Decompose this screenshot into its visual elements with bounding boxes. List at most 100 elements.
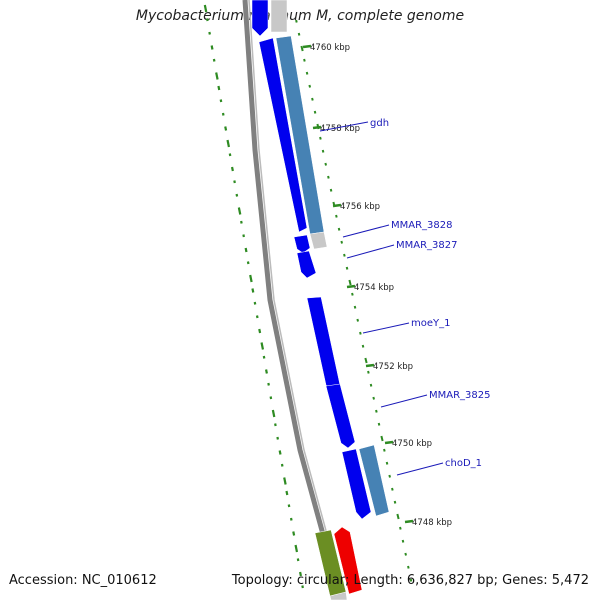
accession-text: Accession: NC_010612	[9, 573, 157, 588]
gc-skew-mark	[258, 328, 262, 334]
gc-content-mark	[303, 58, 306, 62]
gene-label: choD_1	[445, 458, 482, 469]
gc-content-mark	[348, 279, 352, 286]
gc-content-mark	[327, 175, 330, 179]
gc-content-mark	[369, 383, 373, 387]
gc-skew-mark	[249, 274, 253, 283]
gene-label-leader	[396, 462, 444, 476]
tick-mark	[384, 440, 394, 445]
gc-content-mark	[308, 84, 312, 88]
gc-content-mark	[364, 357, 368, 364]
gc-content-mark	[353, 305, 357, 309]
gc-skew-mark	[246, 261, 250, 265]
genome-stats-text: Topology: circular; Length: 6,636,827 bp…	[231, 573, 589, 588]
gc-content-mark	[372, 396, 375, 400]
gc-content-mark	[319, 136, 322, 140]
gc-skew-mark	[221, 112, 225, 116]
gc-skew-mark	[240, 220, 243, 224]
cds-reverse-arrow	[358, 444, 390, 517]
gc-content-mark	[393, 500, 397, 504]
gc-skew-mark	[233, 180, 236, 184]
gc-content-mark	[297, 32, 301, 36]
tick-label: 4752 kbp	[373, 362, 413, 372]
cds-forward-arrow	[296, 250, 317, 279]
gc-skew-mark	[208, 31, 211, 35]
gene-label-track: gdh MMAR_3828 MMAR_3827 moeY_1 MMAR_3825 choD…	[319, 118, 491, 476]
gc-content-mark	[313, 110, 317, 114]
cds-forward-arrow	[293, 234, 311, 254]
feature-track	[251, 0, 390, 600]
gc-content-mark	[377, 422, 381, 426]
cds-forward-arrow	[325, 383, 356, 449]
gc-skew-mark	[215, 72, 219, 80]
gene-label: MMAR_3828	[391, 220, 453, 231]
cds-forward-arrow	[258, 37, 308, 233]
gc-skew-mark	[301, 585, 304, 589]
gene-label: MMAR_3825	[429, 390, 491, 401]
gc-content-mark	[335, 214, 338, 218]
gc-skew-mark	[260, 342, 265, 350]
gene-track-block	[329, 591, 348, 600]
gc-content-mark	[404, 552, 407, 556]
gc-content-mark	[383, 448, 386, 452]
gc-skew-mark	[219, 99, 223, 103]
gc-content-mark	[340, 240, 344, 244]
gc-skew-mark	[285, 490, 289, 496]
gc-content-mark	[388, 474, 391, 478]
tick-label: 4758 kbp	[320, 124, 360, 134]
gc-skew-mark	[267, 382, 270, 386]
gene-label-leader	[346, 244, 395, 259]
tick-mark	[346, 284, 356, 289]
gc-content-mark	[337, 227, 341, 231]
map-title: Mycobacterium marinum M, complete genome	[135, 8, 465, 24]
gc-skew-mark	[217, 85, 221, 91]
gc-content-mark	[407, 565, 410, 569]
gc-skew-mark	[251, 288, 255, 293]
tick-mark	[365, 363, 375, 368]
gc-skew-mark	[212, 58, 216, 62]
gc-content-mark	[343, 253, 346, 257]
gene-track-block	[309, 231, 328, 250]
gc-skew-mark	[210, 45, 214, 50]
gene-label: gdh	[370, 118, 389, 129]
gc-skew-mark	[244, 247, 248, 253]
gc-skew-mark	[278, 450, 282, 455]
gc-skew-mark	[274, 423, 277, 427]
gc-content-mark	[305, 71, 309, 75]
gc-content-mark	[391, 487, 394, 491]
gc-content-mark	[380, 435, 384, 442]
gc-skew-mark	[292, 531, 296, 536]
gene-label-leader	[380, 394, 428, 408]
gc-content-mark	[367, 370, 370, 374]
gc-content-mark	[409, 578, 413, 582]
gc-content-mark	[311, 97, 314, 101]
gc-skew-mark	[294, 544, 299, 553]
gc-skew-mark	[299, 571, 302, 577]
gene-label-leader	[319, 121, 369, 132]
cds-forward-arrow	[251, 0, 269, 37]
gc-skew-mark	[276, 436, 279, 440]
gc-skew-mark	[283, 477, 287, 485]
tick-mark	[312, 125, 322, 130]
gc-content-mark	[321, 149, 325, 153]
gc-content-mark	[329, 188, 333, 192]
gc-skew-mark	[269, 396, 273, 400]
gc-skew-mark	[228, 153, 232, 157]
gene-label: moeY_1	[411, 318, 450, 329]
tick-label: 4756 kbp	[340, 202, 380, 212]
gc-skew-mark	[255, 315, 259, 319]
tick-label: 4750 kbp	[392, 439, 432, 449]
gc-skew-mark	[224, 126, 228, 131]
gc-content-mark	[345, 266, 349, 270]
tick-mark	[302, 44, 312, 49]
gc-content-mark	[300, 45, 304, 52]
tick-label: 4754 kbp	[354, 283, 394, 293]
gc-skew-track	[203, 4, 413, 589]
cds-forward-arrow	[306, 296, 341, 393]
gc-skew-mark	[264, 369, 268, 374]
gene-label-leader	[362, 322, 410, 334]
gene-label-leader	[342, 224, 390, 238]
gc-content-mark	[401, 539, 405, 543]
gc-skew-mark	[262, 355, 266, 359]
